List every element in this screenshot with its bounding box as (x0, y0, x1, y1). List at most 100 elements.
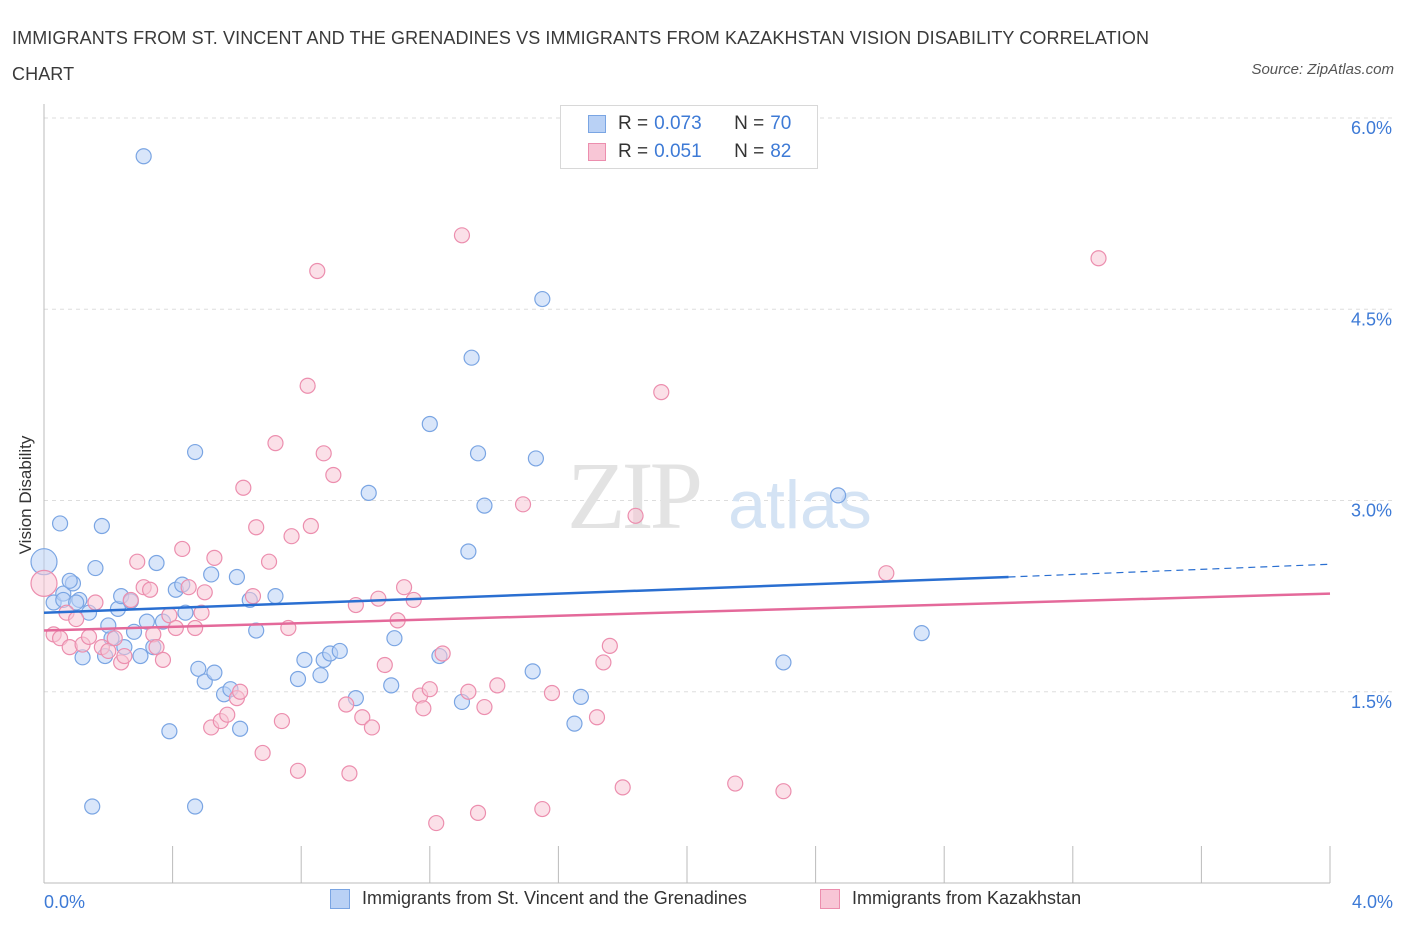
data-point-blue (161, 723, 178, 740)
data-point-pink (514, 496, 532, 513)
data-point-blue (206, 664, 223, 681)
data-point-blue (68, 594, 85, 611)
bottom-legend-label: Immigrants from Kazakhstan (852, 888, 1082, 908)
data-point-pink (68, 610, 85, 628)
data-point-pink (341, 765, 358, 782)
data-point-pink (460, 683, 477, 700)
watermark: ZIP atlas (567, 442, 872, 549)
data-point-pink (489, 677, 506, 694)
data-point-blue (312, 667, 329, 684)
data-point-pink (141, 581, 159, 598)
trend-line-blue (43, 575, 1009, 614)
data-point-pink (254, 744, 271, 762)
data-point-pink (193, 604, 210, 621)
data-point-pink (129, 553, 146, 570)
data-point-pink (232, 683, 249, 700)
data-point-pink (309, 262, 326, 280)
x-tick-label: 4.0% (1352, 892, 1393, 912)
data-point-pink (187, 619, 204, 637)
data-point-blue (248, 622, 265, 639)
data-point-blue (187, 798, 204, 815)
data-point-pink (148, 639, 165, 656)
data-point-pink (122, 591, 139, 609)
data-point-blue (476, 497, 493, 514)
data-point-blue (132, 647, 149, 665)
data-point-pink (543, 684, 561, 702)
data-point-pink (154, 651, 172, 668)
legend-r-value: 0.073 (654, 113, 702, 134)
data-point-blue (386, 630, 403, 647)
stats-legend: R = 0.073 N = 70 R = 0.051 N = 82 (560, 105, 818, 169)
data-point-pink (395, 579, 413, 596)
y-tick-label: 6.0% (1351, 118, 1392, 138)
legend-r-label: R = (618, 141, 649, 162)
data-point-pink (267, 435, 284, 452)
data-point-pink (370, 590, 387, 607)
legend-swatch-blue (588, 115, 606, 133)
axis-layer (43, 104, 1331, 884)
source-label: Source: ZipAtlas.com (1251, 61, 1394, 78)
data-point-pink (80, 628, 98, 646)
data-point-blue (421, 415, 438, 433)
watermark-zip: ZIP (567, 442, 700, 549)
data-point-blue (177, 604, 194, 621)
data-point-pink (273, 712, 291, 730)
data-point-pink (338, 696, 355, 713)
data-point-blue (87, 559, 104, 577)
data-point-blue (830, 487, 847, 504)
legend-n-value: 82 (770, 141, 792, 162)
bottom-legend-label: Immigrants from St. Vincent and the Gren… (362, 888, 747, 908)
bottom-legend-swatch-pink (820, 888, 840, 909)
data-point-pink (196, 584, 213, 601)
data-point-blue (360, 484, 377, 501)
data-point-pink (87, 594, 104, 611)
data-point-pink (302, 517, 319, 535)
legend-r-value: 0.051 (654, 141, 702, 162)
data-point-blue (135, 148, 152, 165)
data-point-blue (463, 349, 480, 366)
legend-r-label: R = (618, 113, 649, 134)
legend-n-label: N = (734, 113, 765, 134)
data-point-pink (289, 762, 307, 779)
data-point-pink (206, 549, 223, 566)
data-point-blue (203, 566, 220, 583)
y-tick-label: 1.5% (1351, 692, 1392, 712)
legend-swatch-pink (588, 143, 606, 161)
data-point-blue (775, 654, 792, 671)
data-point-blue (84, 798, 101, 815)
data-point-blue (138, 613, 155, 630)
data-point-blue (289, 670, 307, 688)
watermark-atlas: atlas (728, 467, 872, 543)
data-point-pink (588, 709, 606, 726)
data-point-pink (1090, 250, 1107, 267)
bottom-legend-series1: Immigrants from St. Vincent and the Gren… (330, 888, 747, 909)
data-point-pink (595, 654, 612, 671)
data-point-pink (363, 719, 381, 736)
data-point-pink (601, 637, 618, 654)
data-point-blue (383, 677, 400, 694)
bottom-legend-series2: Immigrants from Kazakhstan (820, 888, 1081, 909)
tick-labels: 1.5% 3.0% 4.5% 6.0% 0.0% 4.0% (44, 118, 1393, 912)
data-point-pink (534, 800, 551, 818)
data-point-pink (775, 783, 792, 800)
data-point-blue (524, 663, 541, 680)
data-point-blue (267, 588, 284, 605)
data-point-pink (476, 698, 493, 716)
data-point-pink (106, 630, 123, 647)
data-point-blue (187, 443, 204, 461)
data-point-pink (614, 779, 631, 796)
legend-row-series1: R = 0.073 N = 70 (561, 110, 791, 138)
data-point-pink (174, 540, 191, 558)
data-point-pink (653, 384, 670, 401)
data-point-pink (235, 479, 252, 496)
trend-layer (43, 563, 1331, 632)
data-point-pink (376, 656, 393, 674)
data-point-blue (190, 660, 207, 677)
legend-n-value: 70 (770, 113, 792, 134)
data-point-pink (453, 227, 471, 244)
data-point-blue (93, 517, 110, 535)
data-point-blue (469, 445, 487, 462)
legend-n-label: N = (734, 141, 765, 162)
data-point-pink (434, 645, 451, 662)
